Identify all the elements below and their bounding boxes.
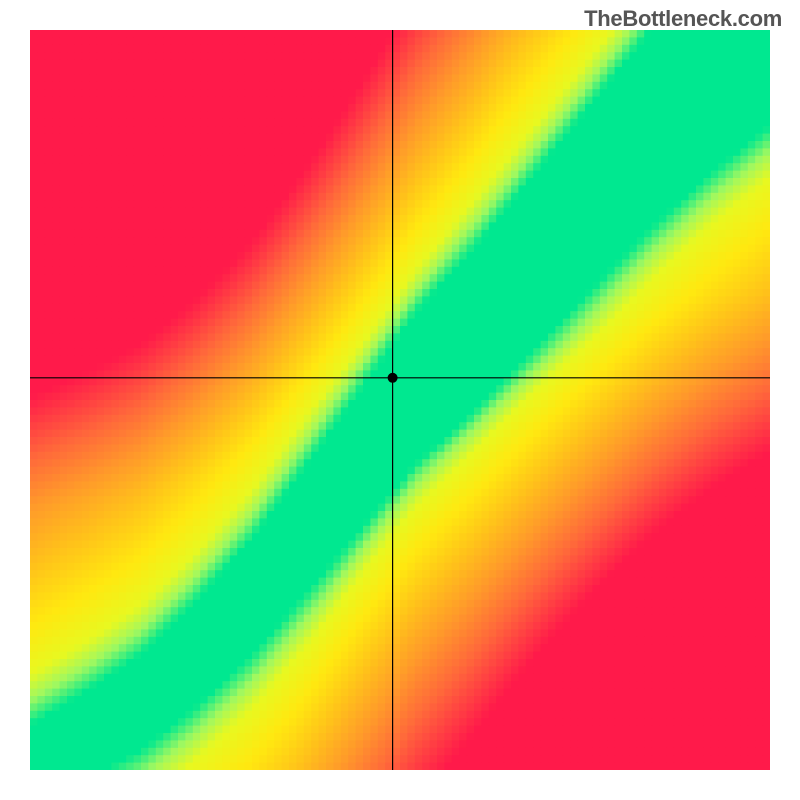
chart-svg [30,30,770,770]
data-point-marker [388,373,398,383]
chart-container: TheBottleneck.com [0,0,800,800]
watermark-text: TheBottleneck.com [584,6,782,32]
heatmap-chart [30,30,770,770]
